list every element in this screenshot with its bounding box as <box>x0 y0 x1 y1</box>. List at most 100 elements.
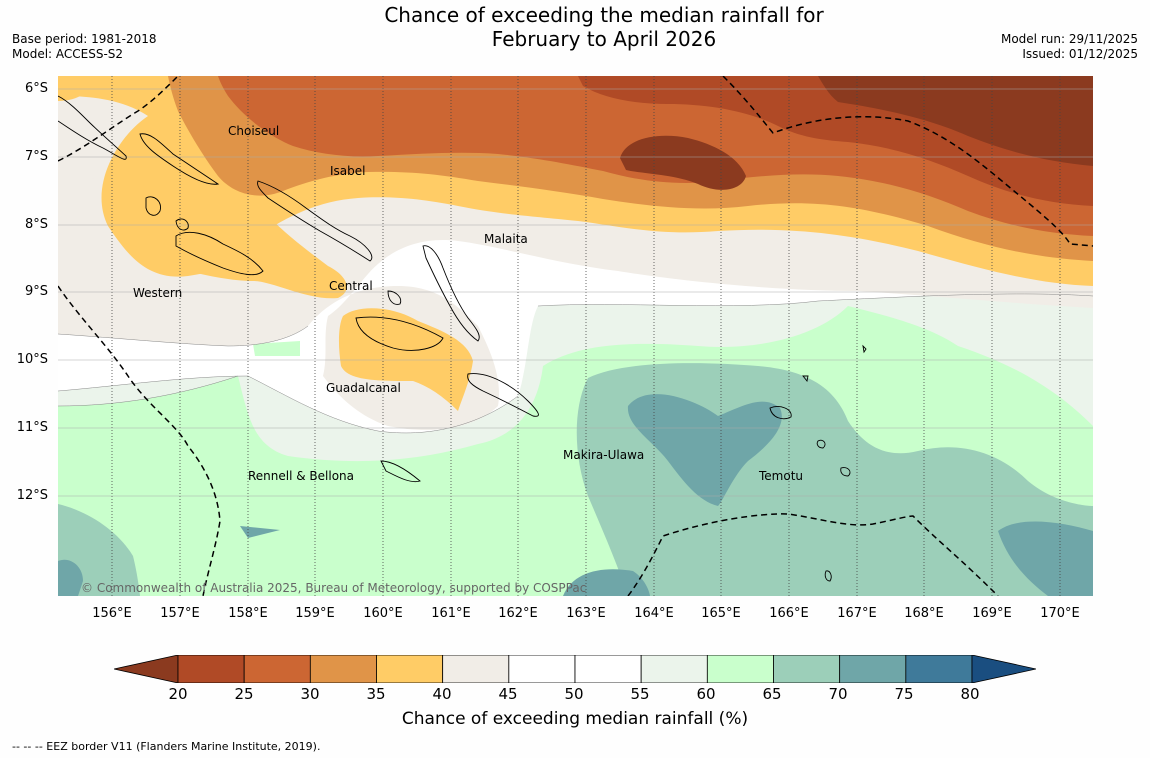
lon-label-166e: 166°E <box>769 606 809 621</box>
colorbar-label-30: 30 <box>300 685 320 703</box>
colorbar-label-40: 40 <box>432 685 452 703</box>
band-40-45-guadalcanal <box>338 308 473 411</box>
rainfall-map <box>58 76 1093 596</box>
colorbar-extend-high <box>971 655 1036 683</box>
colorbar-label-75: 75 <box>894 685 914 703</box>
band-70-75-sw <box>58 559 83 596</box>
lat-label-12s: 12°S <box>16 488 48 503</box>
province-label-makira-ulawa: Makira-Ulawa <box>563 448 645 462</box>
base-period-label: Base period: 1981-2018 <box>12 32 157 46</box>
band-20-25-ne <box>818 76 1093 166</box>
lat-label-8s: 8°S <box>24 217 48 232</box>
lat-label-6s: 6°S <box>24 81 48 96</box>
colorbar-swatch <box>773 655 841 683</box>
map-title-line2: February to April 2026 <box>491 27 717 51</box>
latitude-grid <box>58 88 1093 497</box>
island-isabel <box>257 180 373 262</box>
band-20-25-core <box>620 135 746 190</box>
province-label-guadalcanal: Guadalcanal <box>326 381 401 395</box>
island-bougainville <box>58 95 127 160</box>
lon-label-168e: 168°E <box>904 606 944 621</box>
lon-label-159e: 159°E <box>295 606 335 621</box>
colorbar-label-25: 25 <box>234 685 254 703</box>
band-70-75-core <box>627 394 782 506</box>
island-anuta <box>824 570 832 582</box>
island-utupua <box>816 439 826 449</box>
lat-label-9s: 9°S <box>24 284 48 299</box>
colorbar-swatch <box>376 655 444 683</box>
province-label-isabel: Isabel <box>330 164 366 178</box>
band-40-45-western <box>172 210 347 299</box>
colorbar-swatch <box>309 655 377 683</box>
colorbar-label-65: 65 <box>762 685 782 703</box>
province-label-rennell-bellona: Rennell & Bellona <box>248 469 355 483</box>
issued-label: Issued: 01/12/2025 <box>1022 47 1138 61</box>
lon-label-160e: 160°E <box>363 606 403 621</box>
lon-label-164e: 164°E <box>634 606 674 621</box>
island-kolombangara <box>175 218 189 231</box>
colorbar-label-20: 20 <box>168 685 188 703</box>
lon-label-169e: 169°E <box>972 606 1012 621</box>
island-makira <box>467 373 539 417</box>
colorbar-swatch <box>177 655 245 683</box>
colorbar-swatch <box>508 655 576 683</box>
colorbar-title: Chance of exceeding median rainfall (%) <box>401 709 749 729</box>
lon-label-158e: 158°E <box>228 606 268 621</box>
island-rennell <box>380 460 421 483</box>
map-title-line1: Chance of exceeding the median rainfall … <box>384 3 824 27</box>
island-new-georgia <box>175 231 264 276</box>
province-label-malaita: Malaita <box>484 232 528 246</box>
colorbar-swatch <box>905 655 973 683</box>
colorbar-label-55: 55 <box>630 685 650 703</box>
province-label-choiseul: Choiseul <box>228 124 280 138</box>
lon-label-156e: 156°E <box>92 606 132 621</box>
colorbar-label-70: 70 <box>828 685 848 703</box>
colorbar-label-35: 35 <box>366 685 386 703</box>
band-40-45-corner <box>58 76 98 101</box>
colorbar-swatch <box>243 655 311 683</box>
coastlines <box>58 95 867 582</box>
lon-label-163e: 163°E <box>566 606 606 621</box>
band-70-75-east <box>998 521 1093 596</box>
colorbar-swatch <box>640 655 708 683</box>
band-70-75-south <box>563 569 650 596</box>
island-vanikoro <box>840 467 851 477</box>
colorbar-swatch <box>839 655 907 683</box>
lon-label-167e: 167°E <box>837 606 877 621</box>
lat-label-11s: 11°S <box>16 420 48 435</box>
province-label-temotu: Temotu <box>759 469 804 483</box>
colorbar <box>114 655 1036 683</box>
eez-footnote: -- -- -- EEZ border V11 (Flanders Marine… <box>12 740 321 753</box>
colorbar-extend-low <box>114 655 179 683</box>
island-reef <box>862 344 867 354</box>
colorbar-svg <box>114 655 1036 683</box>
rainfall-map-canvas <box>58 76 1093 596</box>
province-label-western: Western <box>133 286 183 300</box>
colorbar-label-45: 45 <box>498 685 518 703</box>
island-florida <box>387 290 402 305</box>
copyright-notice: © Commonwealth of Australia 2025, Bureau… <box>81 581 587 595</box>
colorbar-swatch <box>574 655 642 683</box>
lon-label-161e: 161°E <box>431 606 471 621</box>
colorbar-label-50: 50 <box>564 685 584 703</box>
model-label: Model: ACCESS-S2 <box>12 47 124 61</box>
model-run-label: Model run: 29/11/2025 <box>1000 32 1138 46</box>
island-santa-cruz <box>769 406 792 420</box>
lon-label-157e: 157°E <box>160 606 200 621</box>
lon-label-162e: 162°E <box>498 606 538 621</box>
band-60-65-patch <box>253 341 300 356</box>
island-vella-lavella <box>145 196 161 216</box>
band-70-75-patch <box>240 526 280 538</box>
island-malaita <box>422 245 480 342</box>
island-duff <box>802 375 809 383</box>
island-choiseul <box>139 133 220 185</box>
lat-label-7s: 7°S <box>24 149 48 164</box>
lon-label-165e: 165°E <box>701 606 741 621</box>
province-label-central: Central <box>329 279 373 293</box>
contour-lines <box>58 293 1093 434</box>
lon-label-170e: 170°E <box>1040 606 1080 621</box>
colorbar-swatch <box>442 655 510 683</box>
colorbar-swatch <box>706 655 774 683</box>
colorbar-label-80: 80 <box>960 685 980 703</box>
colorbar-label-60: 60 <box>696 685 716 703</box>
